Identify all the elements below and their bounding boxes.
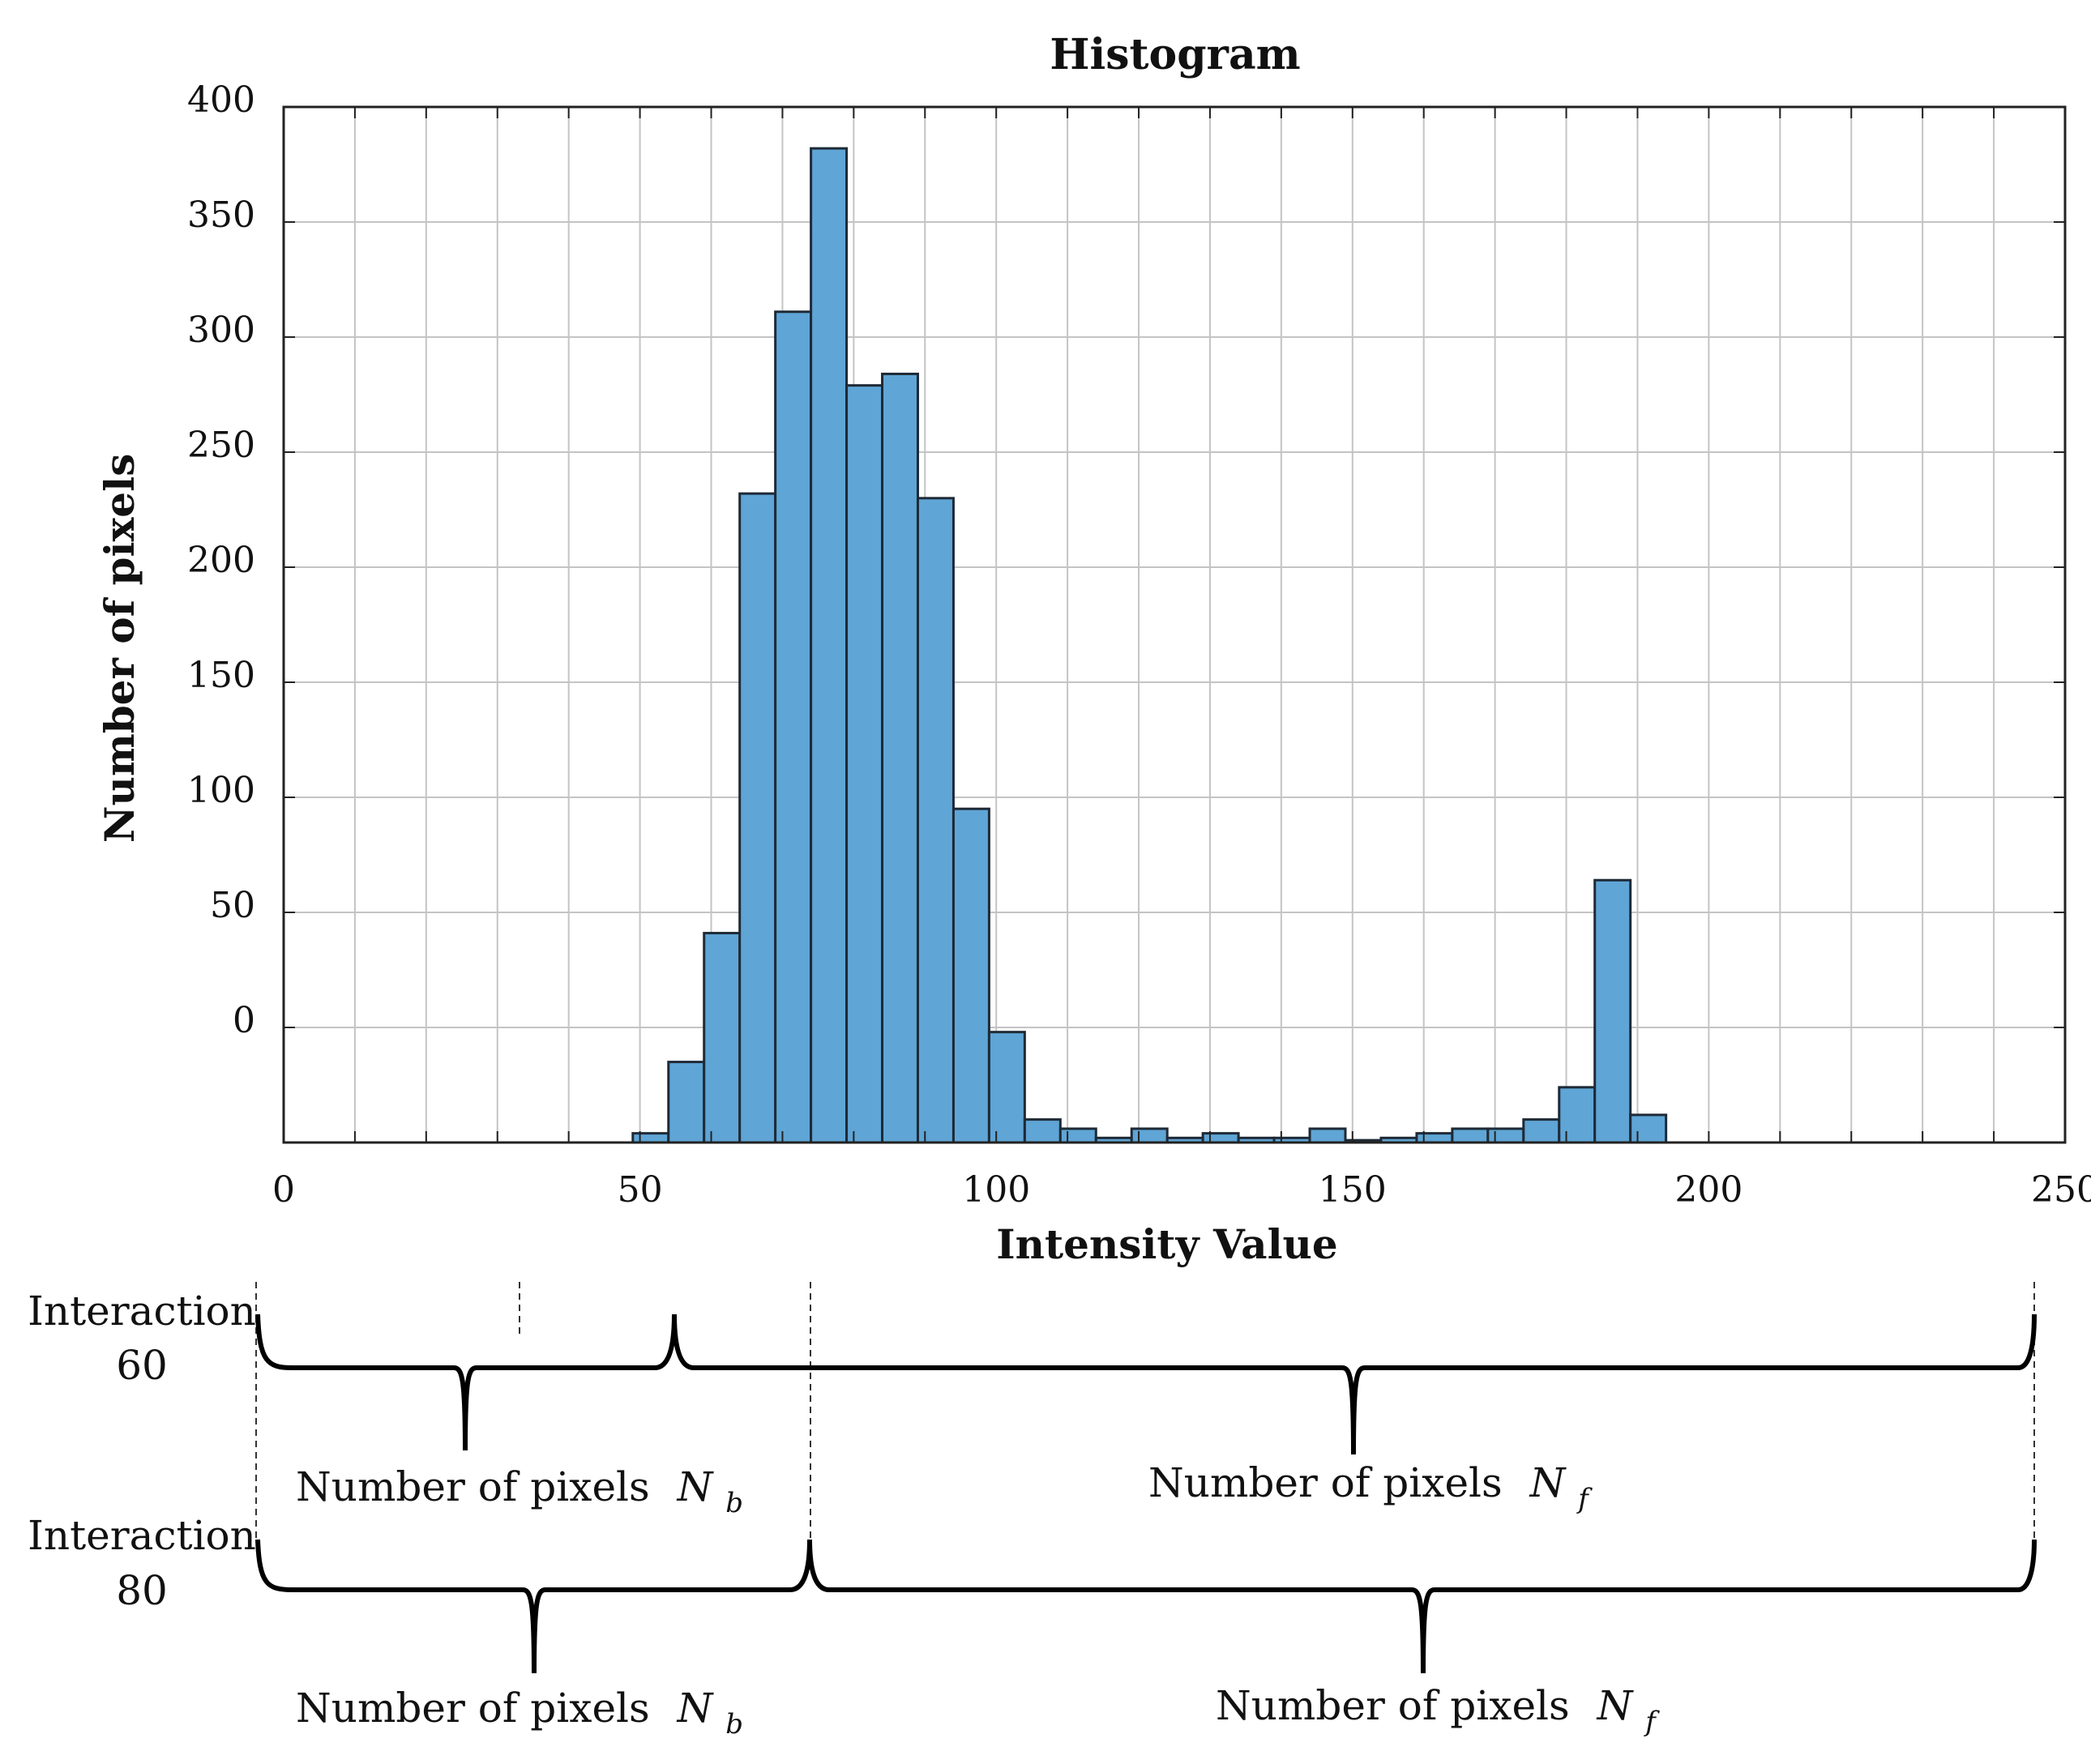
histogram-bar: [1308, 1127, 1347, 1144]
x-tick-labels: 0 50 100 150 200 250: [272, 1169, 2091, 1211]
y-tick-label: 150: [187, 655, 255, 696]
y-tick-label: 300: [187, 310, 255, 351]
histogram-bar: [1629, 1113, 1668, 1144]
row1-fg-symbol: N: [1529, 1459, 1567, 1506]
y-tick-label: 0: [233, 1000, 255, 1041]
histogram-bar: [1023, 1118, 1062, 1144]
axis-ticks: [283, 106, 2066, 1143]
histogram-bar: [1451, 1127, 1490, 1144]
row2-threshold: 80: [116, 1567, 168, 1614]
row2-fg-subscript: f: [1643, 1706, 1660, 1738]
histogram-bar: [631, 1132, 670, 1144]
row2-fg-text: Number of pixels: [1216, 1682, 1570, 1729]
row2-brace-background: [255, 1539, 812, 1674]
histogram-bar: [1593, 878, 1632, 1144]
histogram-bars: [631, 147, 1668, 1144]
chart-title: Histogram: [1050, 30, 1300, 79]
y-tick-label: 200: [187, 540, 255, 581]
x-tick-label: 150: [1319, 1169, 1387, 1211]
y-tick-label: 400: [187, 79, 255, 121]
histogram-bar: [951, 807, 990, 1144]
plot-frame: [282, 105, 2067, 1144]
histogram-bar: [845, 384, 884, 1144]
histogram-bar: [1522, 1118, 1561, 1144]
y-axis-label: Number of pixels: [96, 454, 143, 843]
row1-foreground-label: Number of pixels N f: [1148, 1459, 1593, 1515]
histogram-bar: [703, 932, 742, 1144]
row1-label: Interaction: [28, 1288, 256, 1335]
y-tick-label: 350: [187, 194, 255, 236]
row2-bg-text: Number of pixels: [296, 1685, 650, 1732]
annotation-row-1: Interaction 60 Number of pixels N b Numb…: [28, 1288, 2037, 1519]
row1-fg-text: Number of pixels: [1148, 1459, 1503, 1506]
histogram-bar: [1486, 1127, 1525, 1144]
x-tick-label: 50: [618, 1169, 663, 1211]
x-axis-label: Intensity Value: [996, 1220, 1337, 1268]
histogram-bar: [1130, 1127, 1169, 1144]
annotation-row-2: Interaction 80 Number of pixels N b Numb…: [28, 1512, 2037, 1741]
y-tick-label: 100: [187, 770, 255, 811]
histogram-bar: [667, 1061, 706, 1144]
x-tick-label: 0: [272, 1169, 295, 1211]
row1-brace-foreground: [672, 1313, 2037, 1455]
histogram-bar: [774, 310, 813, 1144]
row1-threshold: 60: [116, 1342, 168, 1389]
histogram-bar: [1058, 1127, 1097, 1144]
row1-bg-subscript: b: [725, 1487, 743, 1519]
histogram-bar: [881, 372, 919, 1144]
dashed-guides: [255, 1282, 2035, 1544]
histogram-bar: [916, 497, 955, 1144]
y-tick-labels: 0 50 100 150 200 250 300 350 400 450: [187, 0, 255, 1041]
histogram-bar: [987, 1031, 1026, 1144]
histogram-bar: [1558, 1086, 1597, 1144]
row1-bg-symbol: N: [677, 1463, 715, 1510]
grid-lines: [283, 106, 2066, 1143]
y-tick-label: 250: [187, 425, 255, 466]
y-tick-label: 450: [187, 0, 255, 6]
row1-brace-background: [255, 1313, 677, 1451]
histogram-bar: [738, 492, 777, 1144]
row1-background-label: Number of pixels N b: [296, 1463, 743, 1519]
y-tick-label: 50: [210, 885, 255, 926]
row2-brace-foreground: [807, 1539, 2037, 1674]
histogram-bar: [1415, 1132, 1454, 1144]
row1-bg-text: Number of pixels: [296, 1463, 650, 1510]
histogram-bar: [1201, 1132, 1240, 1144]
x-tick-label: 100: [962, 1169, 1030, 1211]
row2-bg-subscript: b: [725, 1708, 743, 1741]
row2-bg-symbol: N: [677, 1685, 715, 1732]
x-tick-label: 250: [2031, 1169, 2091, 1211]
row2-fg-symbol: N: [1597, 1682, 1635, 1729]
row2-label: Interaction: [28, 1512, 256, 1559]
row2-background-label: Number of pixels N b: [296, 1685, 743, 1741]
histogram-bar: [810, 147, 849, 1144]
row1-fg-subscript: f: [1576, 1483, 1593, 1515]
x-tick-label: 200: [1674, 1169, 1742, 1211]
row2-foreground-label: Number of pixels N f: [1216, 1682, 1660, 1738]
